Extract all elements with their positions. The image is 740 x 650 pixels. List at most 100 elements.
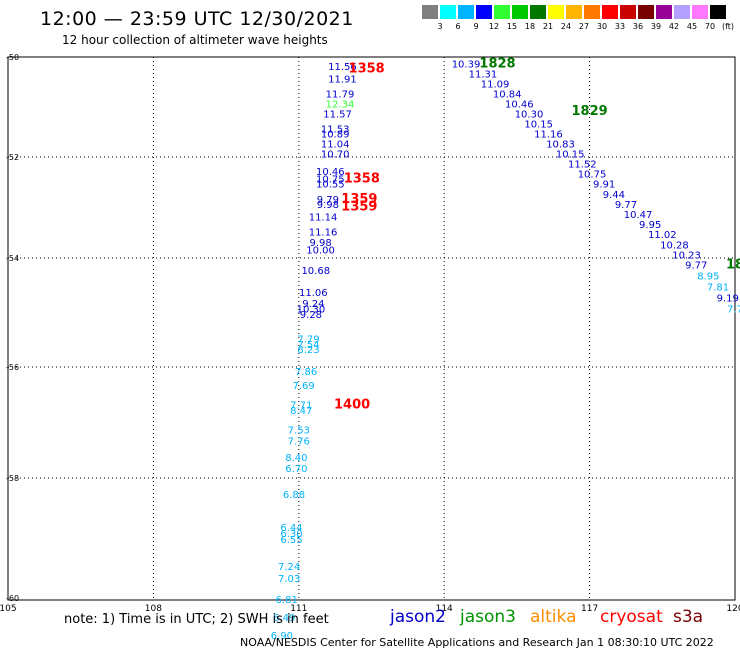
wave-height-label: 7.71 [290,400,312,411]
wave-height-label: 11.16 [309,228,338,239]
wave-height-label: 9.77 [685,261,707,272]
wave-height-label: 10.75 [316,175,345,186]
legend-label: 70 [704,22,716,31]
legend-swatch [440,5,456,19]
wave-height-label: 10.83 [546,140,575,151]
wave-height-label: 9.98 [317,200,339,211]
legend-swatch [566,5,582,19]
wave-height-label: 10.00 [306,245,335,256]
wave-height-label: 10.46 [505,100,534,111]
wave-height-label: 8.95 [697,272,719,283]
wave-height-label: 10.39 [452,60,481,71]
wave-height-label: 10.30 [297,304,326,315]
wave-height-label: 9.44 [603,190,625,201]
legend-swatch [458,5,474,19]
satellite-name-altika: altika [530,607,577,627]
wave-height-label: 7.76 [288,436,310,447]
legend-swatch [656,5,672,19]
legend-label: 12 [488,22,500,31]
wave-height-label: 9.91 [593,180,615,191]
x-tick-label: 105 [0,604,17,614]
x-tick-label: 111 [290,604,307,614]
wave-height-label: 10.46 [316,167,345,178]
legend-swatch [422,5,438,19]
wave-height-label: 11.16 [534,130,563,141]
wave-height-label: 11.31 [469,70,498,81]
legend-swatch [494,5,510,19]
wave-height-label: 6.49 [273,613,295,624]
wave-height-label: 11.57 [323,110,352,121]
wave-height-label: 11.53 [321,125,350,136]
legend-label: 24 [560,22,572,31]
legend-label: 33 [614,22,626,31]
wave-height-label: 10.15 [556,150,585,161]
legend-swatch [710,5,726,19]
wave-height-label: 10.75 [578,170,607,181]
wave-height-label: 7.7 [727,304,740,315]
legend-swatch [620,5,636,19]
wave-height-label: 10.15 [524,120,553,131]
wave-height-label: 10.55 [316,180,345,191]
plot-frame [7,56,736,601]
wave-height-label: 10.89 [321,130,350,141]
legend-label: 9 [473,22,479,31]
wave-height-label: 11.56 [328,62,357,73]
x-tick-label: 114 [436,604,453,614]
legend-swatch [548,5,564,19]
wave-height-label: 11.04 [321,140,350,151]
wave-height-label: 10.23 [672,250,701,261]
x-tick-label: 108 [145,604,162,614]
chart-subtitle: 12 hour collection of altimeter wave hei… [62,33,328,47]
wave-height-label: 11.52 [568,160,597,171]
footnote: note: 1) Time is in UTC; 2) SWH is in fe… [64,612,329,627]
chart-title: 12:00 — 23:59 UTC 12/30/2021 [40,8,354,30]
wave-height-label: 7.03 [278,574,300,585]
wave-height-label: 9.24 [302,299,324,310]
y-tick-label: -54 [6,254,19,263]
legend-swatch [530,5,546,19]
wave-height-label: 11.09 [481,80,510,91]
wave-height-label: 6.70 [285,464,307,475]
legend-swatch [638,5,654,19]
legend-label: 30 [596,22,608,31]
wave-height-label: 10.47 [624,210,653,221]
legend-label: 18 [524,22,536,31]
legend-unit: (ft) [721,22,735,31]
legend-swatch [512,5,528,19]
pass-time-label: 1829 [572,104,608,119]
wave-height-label: 8.40 [285,453,307,464]
wave-height-label: 7.81 [707,283,729,294]
legend-label: 36 [632,22,644,31]
satellite-name-cryosat: cryosat [600,607,663,627]
wave-height-label: 6.88 [283,490,305,501]
y-tick-label: -58 [6,474,19,483]
wave-height-label: 10.70 [321,150,350,161]
legend-swatch [692,5,708,19]
legend-label: 42 [668,22,680,31]
pass-time-label: 1828 [479,57,515,72]
y-tick-label: -52 [6,153,19,162]
wave-height-label: 10.30 [515,110,544,121]
satellite-name-s3a: s3a [673,607,704,627]
legend-label: 27 [578,22,590,31]
legend-swatch [602,5,618,19]
x-tick-label: 117 [581,604,598,614]
legend-label: 15 [506,22,518,31]
legend-swatch [674,5,690,19]
wave-height-label: 10.84 [493,90,522,101]
wave-height-label: 7.69 [293,381,315,392]
legend-swatch [476,5,492,19]
legend-label: 3 [437,22,443,31]
wave-height-label: 10.68 [301,266,330,277]
wave-height-label: 9.79 [317,195,339,206]
legend-label: 39 [650,22,662,31]
legend-label: 6 [455,22,461,31]
legend-label: 45 [686,22,698,31]
wave-height-label: 10.28 [660,240,689,251]
pass-time-label: 1358 [349,62,385,77]
satellite-name-jason3: jason3 [460,607,516,627]
wave-height-label: 6.30 [280,529,302,540]
pass-time-label: 18 [726,258,740,273]
wave-height-label: 7.24 [278,562,300,573]
